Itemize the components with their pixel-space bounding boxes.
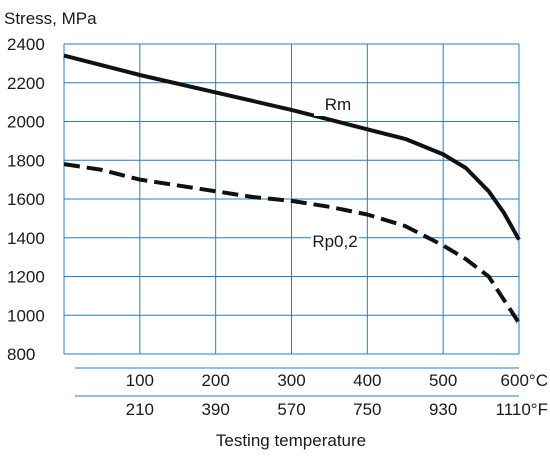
series-labels: Rm Rp0,2 [311, 92, 362, 253]
x-tick-label-celsius: 500 [429, 371, 457, 390]
x-tick-labels: 100 200 300 400 500 600°C 210 390 570 750 930 1110°… [126, 371, 548, 419]
series-label: Rm [325, 95, 351, 114]
x-axis-title: Testing temperature [216, 431, 366, 450]
y-tick-label: 1000 [7, 306, 45, 325]
x-tick-label-fahrenheit: 210 [126, 400, 154, 419]
series-line-rp02 [63, 162, 521, 325]
x-tick-label-celsius: 100 [126, 371, 154, 390]
grid [63, 43, 520, 397]
series-label-bg [314, 92, 362, 116]
x-tick-label-fahrenheit: 390 [201, 400, 229, 419]
series-lines [63, 53, 521, 325]
y-tick-label: 2000 [7, 113, 45, 132]
y-tick-label: 800 [7, 345, 35, 364]
x-tick-label-celsius: 400 [353, 371, 381, 390]
series-line-rm [63, 53, 521, 241]
series-label: Rp0,2 [312, 232, 357, 251]
y-tick-label: 1600 [7, 190, 45, 209]
x-tick-label-fahrenheit: 930 [429, 400, 457, 419]
x-tick-label-celsius: 200 [201, 371, 229, 390]
x-tick-label-celsius: 300 [277, 371, 305, 390]
y-axis-title: Stress, MPa [4, 9, 97, 28]
x-tick-label-fahrenheit: 1110°F [496, 400, 548, 419]
y-tick-label: 2200 [7, 74, 45, 93]
x-tick-label-fahrenheit: 750 [353, 400, 381, 419]
y-tick-label: 2400 [7, 35, 45, 54]
x-tick-label-celsius: 600°C [501, 371, 548, 390]
y-tick-label: 1200 [7, 268, 45, 287]
y-tick-label: 1400 [7, 229, 45, 248]
series-label-bg [311, 229, 359, 253]
x-tick-label-fahrenheit: 570 [277, 400, 305, 419]
y-tick-labels: 800 1000 1200 1400 1600 1800 2000 2200 2400 [7, 35, 45, 364]
y-tick-label: 1800 [7, 151, 45, 170]
